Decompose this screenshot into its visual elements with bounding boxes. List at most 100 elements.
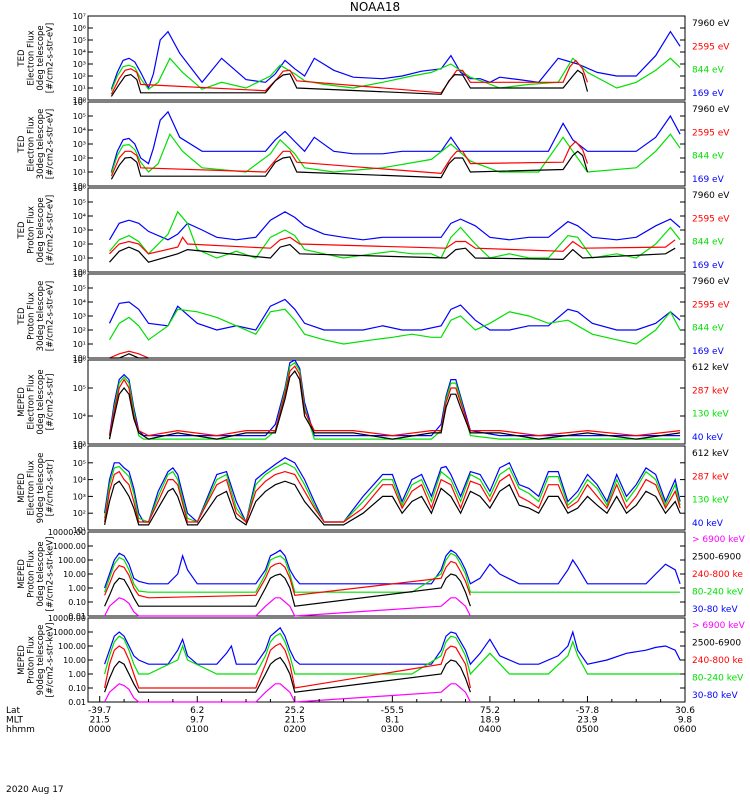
y-tick-label: 0.01 (68, 698, 86, 707)
y-tick-label: 10⁵ (73, 459, 86, 468)
legend-entry: 287 keV (692, 472, 729, 482)
series-line-blue (104, 457, 681, 524)
y-axis-label: 90deg telescope (36, 453, 46, 524)
date-label: 2020 Aug 17 (6, 785, 64, 795)
y-axis-label: [#/cm2-s-str] (45, 374, 55, 431)
y-tick-label: 10⁶ (73, 184, 86, 193)
series-line-black (109, 243, 676, 263)
y-axis-label: [#/cm2-s-str-eV] (45, 23, 55, 93)
y-tick-label: 10⁴ (73, 412, 86, 421)
series-line-red (110, 140, 589, 177)
x-tick-label: 0400 (478, 725, 501, 735)
legend-entry: 2595 eV (692, 300, 730, 310)
y-axis-label: Proton Flux (26, 550, 36, 598)
legend-entry: 844 eV (692, 152, 725, 162)
x-tick-label: 25.2 (285, 706, 305, 716)
y-axis-label: Electron Flux (26, 116, 36, 171)
legend-entry: 2500-6900 (692, 553, 741, 563)
y-tick-label: 10¹ (73, 526, 86, 535)
y-tick-label: 10² (73, 72, 86, 81)
y-tick-label: 1.00 (68, 584, 86, 593)
y-tick-label: 10² (73, 154, 86, 163)
y-axis-label: TED (17, 307, 27, 326)
y-tick-label: 0.10 (68, 684, 86, 693)
y-tick-label: 10⁰ (73, 268, 86, 277)
x-tick-label: 6.2 (190, 706, 204, 716)
x-row-label: MLT (6, 716, 24, 726)
y-tick-label: 10³ (73, 60, 86, 69)
chart-title: NOAA18 (349, 0, 401, 14)
y-tick-label: 10⁰ (73, 96, 86, 105)
y-axis-label: 90deg telescope (36, 625, 46, 696)
x-tick-label: 0100 (186, 725, 209, 735)
series-line-red (109, 236, 676, 255)
y-tick-label: 10⁶ (73, 24, 86, 33)
y-tick-label: 100.00 (58, 556, 86, 565)
legend-entry: 2595 eV (692, 128, 730, 138)
y-tick-label: 10³ (73, 492, 86, 501)
y-tick-label: 10² (73, 240, 86, 249)
legend-entry: 80-240 keV (692, 674, 744, 684)
panel-frame (87, 187, 686, 273)
legend-entry: 844 eV (692, 238, 725, 248)
y-axis-label: 0deg telescope (36, 25, 46, 90)
y-tick-label: 10⁵ (73, 384, 86, 393)
series-line-blue (108, 359, 681, 437)
y-tick-label: 10³ (73, 440, 86, 449)
y-tick-label: 10⁶ (73, 356, 86, 365)
legend-entry: 612 keV (692, 449, 729, 459)
series-line-red (108, 365, 681, 437)
series-line-black (108, 370, 681, 440)
x-tick-label: 18.9 (480, 716, 500, 726)
y-tick-label: 10000.00 (48, 528, 86, 537)
legend-entry: 169 eV (692, 89, 725, 99)
x-row-label: hhmm (6, 725, 35, 735)
y-tick-label: 10⁰ (73, 182, 86, 191)
panel-frame (87, 15, 686, 101)
y-tick-label: 10² (73, 326, 86, 335)
y-axis-label: MEPED (17, 473, 27, 503)
x-tick-label: -39.7 (88, 706, 111, 716)
y-axis-label: TED (17, 49, 27, 68)
series-line-blue (108, 298, 681, 331)
legend-entry: 7960 eV (692, 277, 730, 287)
legend-entry: 2595 eV (692, 42, 730, 52)
series-line-blue (104, 549, 681, 589)
y-tick-label: 0.01 (68, 612, 86, 621)
y-axis-label: Electron Flux (26, 374, 36, 429)
series-line-blue (108, 211, 681, 241)
y-axis-label: [#/cm2-s-str-eV] (45, 195, 55, 265)
y-axis-label: 0deg telescope (36, 369, 46, 434)
legend-entry: 40 keV (692, 433, 724, 443)
x-row-label: Lat (6, 706, 21, 716)
series-line-blue (104, 626, 681, 666)
legend-entry: 287 keV (692, 386, 729, 396)
legend-entry: 240-800 ke (692, 570, 743, 580)
series-line-green (104, 462, 681, 524)
series-line-black (109, 353, 149, 359)
y-tick-label: 1000.00 (53, 628, 86, 637)
x-tick-label: 0000 (88, 725, 111, 735)
series-line-red (104, 642, 471, 689)
series-line-green (104, 552, 681, 593)
series-line-black (104, 480, 681, 526)
y-tick-label: 1.00 (68, 670, 86, 679)
y-tick-label: 10000.00 (48, 614, 86, 623)
series-line-green (108, 361, 681, 440)
legend-entry: 130 keV (692, 496, 729, 506)
legend-entry: 240-800 ke (692, 656, 743, 666)
x-tick-label: 9.7 (190, 716, 204, 726)
x-tick-label: 0300 (381, 725, 404, 735)
y-tick-label: 10.00 (63, 570, 86, 579)
y-axis-label: 0deg telescope (36, 197, 46, 262)
x-tick-label: -55.5 (381, 706, 404, 716)
x-tick-label: 0200 (283, 725, 306, 735)
series-line-green (110, 132, 681, 174)
panel-frame (87, 273, 686, 359)
y-tick-label: 10³ (73, 140, 86, 149)
x-tick-label: 30.6 (675, 706, 695, 716)
legend-entry: 7960 eV (692, 191, 730, 201)
y-axis-label: [#/cm2-s-str-keV] (45, 623, 55, 698)
